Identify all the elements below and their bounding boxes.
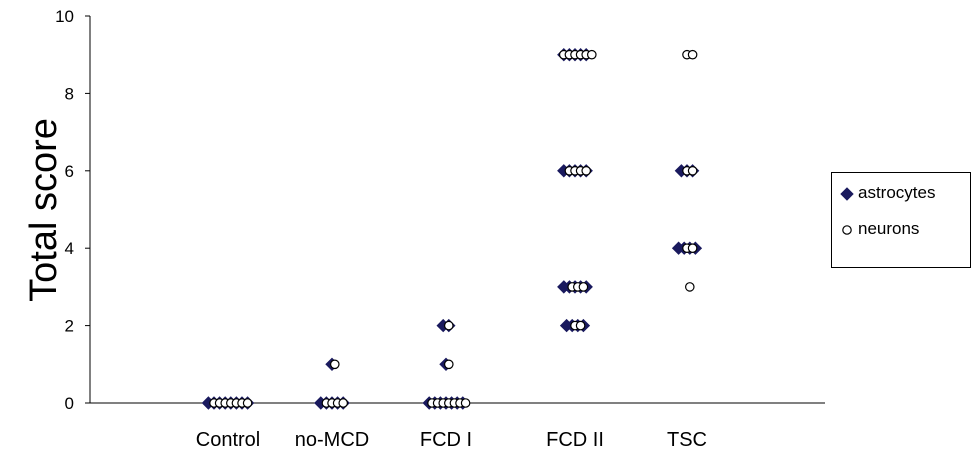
- x-category-label: TSC: [667, 429, 707, 451]
- y-tick-label: 6: [65, 162, 74, 181]
- neuron-point: [578, 282, 589, 292]
- legend-label-neurons: neurons: [858, 219, 920, 238]
- axes: 0 2 4 6 8 10 Control no-MCD FCD I FCD II TSC: [55, 7, 825, 451]
- circle-marker-icon: [840, 222, 854, 236]
- plot-area: [201, 47, 703, 410]
- y-tick-label: 4: [65, 239, 74, 258]
- neuron-point: [338, 398, 348, 408]
- neuron-point: [687, 49, 698, 60]
- neuron-point: [684, 282, 695, 292]
- neuron-point: [586, 49, 597, 60]
- y-axis-label: Total score: [23, 118, 65, 302]
- x-category-label: Control: [196, 429, 260, 451]
- legend: astrocytes neurons: [831, 172, 971, 268]
- legend-item-neurons: neurons: [840, 219, 919, 239]
- diamond-marker-icon: [840, 186, 854, 201]
- x-category-label: no-MCD: [295, 429, 369, 451]
- neuron-point: [575, 320, 586, 331]
- neuron-point: [242, 398, 253, 408]
- x-category-label: FCD II: [546, 429, 604, 451]
- neuron-point: [687, 243, 698, 253]
- y-tick-label: 0: [65, 394, 74, 413]
- neuron-point: [329, 359, 340, 370]
- legend-item-astrocytes: astrocytes: [840, 183, 935, 203]
- neuron-point: [687, 166, 698, 176]
- neuron-point: [460, 398, 471, 408]
- legend-label-astrocytes: astrocytes: [858, 183, 936, 202]
- neuron-point: [443, 359, 454, 370]
- y-tick-label: 10: [55, 7, 74, 26]
- neuron-point: [581, 166, 591, 176]
- y-tick-label: 8: [65, 84, 74, 103]
- x-category-label: FCD I: [420, 429, 472, 451]
- y-tick-label: 2: [65, 317, 74, 336]
- neuron-point: [443, 320, 454, 331]
